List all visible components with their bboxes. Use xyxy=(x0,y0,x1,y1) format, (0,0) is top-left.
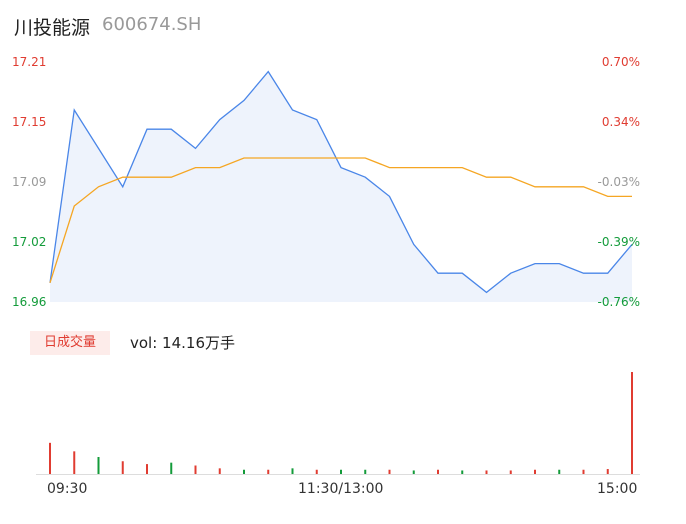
percent-tick-label: 0.34% xyxy=(601,115,640,129)
price-tick-label: 17.02 xyxy=(12,235,47,249)
time-label-open: 09:30 xyxy=(47,481,88,497)
volume-bar xyxy=(194,465,197,474)
volume-bar xyxy=(340,469,342,474)
price-tick-label: 17.15 xyxy=(12,115,47,129)
volume-bar xyxy=(315,469,318,474)
price-tick-label: 17.21 xyxy=(12,55,47,69)
volume-bar xyxy=(146,464,148,474)
volume-bar xyxy=(558,469,561,474)
stock-name: 川投能源 xyxy=(14,17,91,39)
percent-tick-label: -0.39% xyxy=(597,235,640,249)
volume-bar xyxy=(606,469,609,474)
time-label-midday: 11:30/13:00 xyxy=(298,481,384,497)
volume-bar xyxy=(631,372,633,474)
price-tick-label: 16.96 xyxy=(12,295,47,309)
volume-bar xyxy=(582,469,585,474)
volume-tab[interactable]: 日成交量 xyxy=(30,331,110,355)
volume-bar xyxy=(461,470,464,474)
volume-bar xyxy=(73,451,76,474)
percent-tick-label: -0.76% xyxy=(597,295,640,309)
volume-readout: vol: 14.16万手 xyxy=(130,334,235,352)
volume-bar xyxy=(485,470,488,474)
percent-tick-label: -0.03% xyxy=(597,175,640,189)
price-tick-label: 17.09 xyxy=(12,175,47,189)
time-label-close: 15:00 xyxy=(597,481,638,497)
volume-bar xyxy=(534,469,536,474)
volume-bar xyxy=(218,468,221,474)
volume-bar xyxy=(437,469,439,474)
percent-tick-label: 0.70% xyxy=(601,55,640,69)
volume-bar xyxy=(267,469,270,474)
volume-bar xyxy=(412,470,415,474)
volume-bar xyxy=(291,468,294,474)
stock-code: 600674.SH xyxy=(102,14,202,35)
volume-bar xyxy=(121,461,124,474)
volume-bar xyxy=(243,469,245,474)
volume-bar xyxy=(97,457,100,474)
price-line xyxy=(49,70,633,294)
volume-bar xyxy=(388,469,391,474)
price-area xyxy=(50,71,632,302)
volume-bar xyxy=(49,442,51,474)
volume-bar xyxy=(170,462,173,474)
volume-bar xyxy=(509,470,512,474)
volume-bar xyxy=(364,469,367,474)
average-price-line xyxy=(49,157,632,283)
